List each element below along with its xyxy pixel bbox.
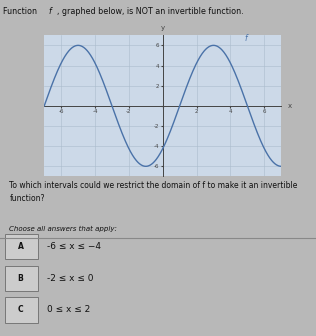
FancyBboxPatch shape (5, 234, 38, 259)
Text: Function: Function (3, 7, 40, 16)
Text: f: f (244, 34, 246, 43)
Text: -6 ≤ x ≤ −4: -6 ≤ x ≤ −4 (47, 242, 101, 251)
Text: B: B (18, 274, 23, 283)
Text: -2 ≤ x ≤ 0: -2 ≤ x ≤ 0 (47, 274, 94, 283)
Text: Choose all answers that apply:: Choose all answers that apply: (9, 225, 117, 232)
FancyBboxPatch shape (5, 297, 38, 323)
Text: , graphed below, is NOT an invertible function.: , graphed below, is NOT an invertible fu… (57, 7, 244, 16)
Text: x: x (288, 103, 292, 109)
Text: y: y (161, 25, 165, 31)
Text: f: f (49, 7, 52, 16)
FancyBboxPatch shape (5, 266, 38, 291)
Text: To which intervals could we restrict the domain of f to make it an invertible fu: To which intervals could we restrict the… (9, 181, 298, 203)
Text: A: A (18, 242, 23, 251)
Text: C: C (18, 305, 23, 314)
Text: 0 ≤ x ≤ 2: 0 ≤ x ≤ 2 (47, 305, 91, 314)
